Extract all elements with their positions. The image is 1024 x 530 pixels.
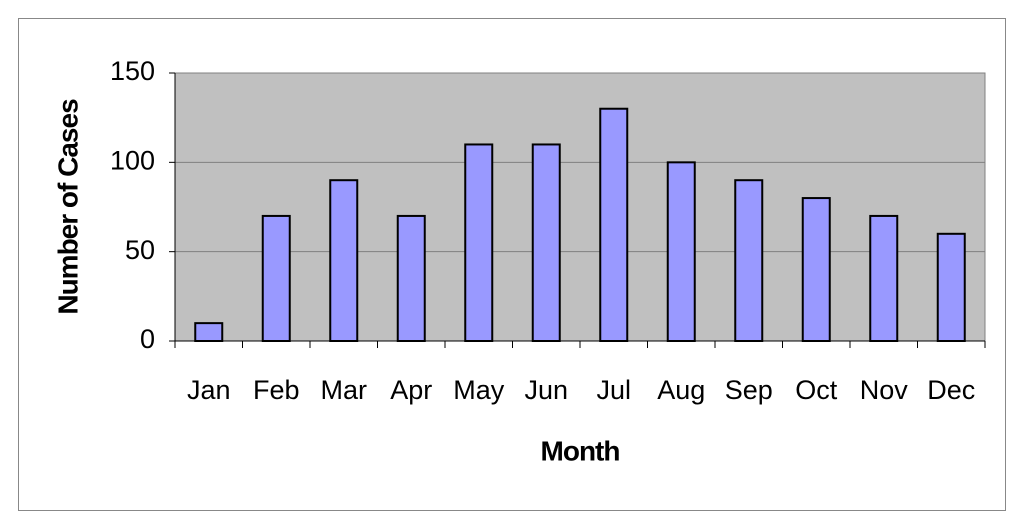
y-axis-title: Number of Cases [52,99,83,315]
y-tick-label: 0 [140,324,155,354]
bar [869,214,899,342]
bar [531,143,561,342]
bar [329,179,359,342]
x-tick-label: May [453,375,505,405]
x-tick-label: Nov [860,375,909,405]
x-tick-label: Sep [725,375,773,405]
x-tick-label: Dec [927,375,975,405]
x-tick-label: Jan [187,375,231,405]
x-tick-label: Jul [596,375,631,405]
x-axis-title: Month [541,435,620,466]
bar [261,214,291,342]
bar [464,143,494,342]
x-tick-label: Jun [524,375,568,405]
bar [936,232,966,342]
x-tick-label: Apr [390,375,432,405]
y-tick-label: 50 [125,235,155,265]
bar [194,322,224,342]
x-tick-label: Aug [657,375,705,405]
bar [666,161,696,342]
plot-area [174,72,986,342]
bar [734,179,764,342]
bar [396,214,426,342]
bar [599,107,629,342]
x-tick-label: Mar [321,375,368,405]
x-tick-label: Oct [795,375,838,405]
y-tick-label: 150 [110,56,155,86]
x-tick-label: Feb [253,375,300,405]
bar [801,197,831,342]
y-tick-label: 100 [110,145,155,175]
